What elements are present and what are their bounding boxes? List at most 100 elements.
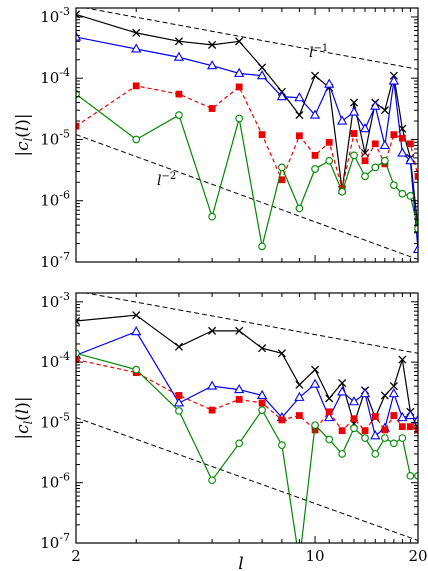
data-point-1-circle-20 bbox=[414, 224, 418, 233]
data-point-2-square-19 bbox=[406, 423, 414, 431]
data-point-1-x-10 bbox=[310, 71, 320, 80]
data-point-1-square-13 bbox=[350, 130, 358, 137]
plot-area-1 bbox=[76, 8, 418, 260]
data-point-1-circle-13 bbox=[350, 151, 358, 160]
data-point-2-circle-4 bbox=[175, 407, 183, 415]
data-point-2-triangle-20 bbox=[412, 414, 418, 424]
data-point-2-triangle-7 bbox=[256, 389, 268, 399]
data-point-1-circle-17 bbox=[390, 181, 398, 189]
data-point-1-circle-16 bbox=[381, 156, 389, 165]
data-point-1-square-4 bbox=[175, 90, 183, 98]
y-tick-label-2: 10-4 bbox=[40, 350, 70, 371]
data-point-2-square-15 bbox=[371, 413, 379, 420]
data-point-1-triangle-8 bbox=[276, 91, 288, 101]
data-point-2-x-16 bbox=[380, 391, 389, 400]
data-point-2-circle-14 bbox=[361, 434, 369, 442]
data-point-1-triangle-20 bbox=[412, 243, 418, 254]
data-point-1-circle-11 bbox=[325, 156, 334, 165]
data-point-1-circle-5 bbox=[208, 212, 216, 221]
data-point-1-triangle-11 bbox=[324, 78, 335, 88]
data-point-1-circle-7 bbox=[258, 242, 266, 251]
data-point-2-triangle-17 bbox=[388, 388, 399, 398]
data-point-1-square-19 bbox=[406, 140, 414, 148]
y-tick-label-2: 10-7 bbox=[40, 531, 70, 552]
data-point-1-circle-8 bbox=[278, 163, 286, 172]
x-tick-label-2: 2 bbox=[71, 547, 81, 565]
series-line-2-triangle bbox=[76, 330, 418, 437]
data-point-1-square-2 bbox=[76, 122, 80, 130]
data-point-2-circle-15 bbox=[371, 450, 380, 458]
data-point-1-x-3 bbox=[132, 28, 141, 37]
data-point-2-triangle-6 bbox=[234, 383, 245, 394]
data-point-2-square-2 bbox=[76, 356, 80, 364]
data-point-1-square-9 bbox=[295, 132, 303, 140]
data-point-1-triangle-7 bbox=[256, 70, 268, 80]
data-point-2-square-6 bbox=[235, 396, 243, 403]
data-point-2-circle-7 bbox=[258, 406, 266, 414]
data-point-2-x-3 bbox=[132, 311, 141, 320]
y-tick-label-1: 10-7 bbox=[40, 250, 70, 271]
data-point-1-circle-12 bbox=[338, 187, 346, 196]
data-point-2-x-5 bbox=[208, 326, 217, 335]
data-point-1-square-14 bbox=[361, 157, 369, 165]
data-point-1-triangle-2 bbox=[76, 31, 82, 41]
data-point-1-triangle-13 bbox=[348, 106, 360, 116]
x-tick-label-10: 10 bbox=[306, 547, 325, 565]
data-point-2-x-18 bbox=[398, 355, 407, 364]
data-point-2-circle-9 bbox=[296, 558, 303, 565]
data-point-1-triangle-14 bbox=[359, 123, 371, 133]
series-line-1-x bbox=[76, 13, 418, 229]
data-point-2-triangle-4 bbox=[173, 397, 185, 407]
data-point-2-square-18 bbox=[398, 423, 406, 431]
plot-frame-2 bbox=[75, 292, 419, 544]
y-tick-label-1: 10-5 bbox=[40, 127, 70, 148]
data-point-1-triangle-19 bbox=[405, 155, 416, 165]
data-point-2-square-8 bbox=[278, 416, 286, 424]
annotation-1-1: l−1 bbox=[309, 43, 328, 61]
data-point-2-circle-3 bbox=[132, 365, 141, 374]
data-point-1-circle-6 bbox=[235, 114, 244, 123]
data-point-2-x-4 bbox=[174, 342, 184, 351]
x-axis-title: l bbox=[238, 554, 243, 571]
data-point-2-triangle-14 bbox=[359, 388, 371, 398]
reference-line-1-1 bbox=[83, 8, 418, 70]
data-point-1-x-6 bbox=[235, 37, 244, 46]
data-point-2-triangle-5 bbox=[206, 380, 218, 390]
data-point-1-circle-15 bbox=[371, 163, 380, 172]
data-point-2-x-10 bbox=[310, 365, 320, 374]
data-point-2-square-7 bbox=[258, 399, 266, 407]
data-point-1-square-3 bbox=[132, 82, 140, 90]
data-point-1-circle-14 bbox=[361, 172, 369, 181]
data-point-2-circle-19 bbox=[406, 471, 415, 480]
data-point-2-circle-11 bbox=[325, 435, 334, 444]
data-point-2-square-4 bbox=[175, 392, 183, 399]
data-point-1-square-8 bbox=[278, 176, 286, 184]
data-point-1-triangle-9 bbox=[294, 92, 305, 102]
data-point-1-triangle-6 bbox=[234, 67, 245, 77]
series-line-1-square bbox=[76, 85, 418, 189]
data-point-2-circle-17 bbox=[390, 439, 398, 448]
data-point-2-x-7 bbox=[258, 344, 267, 353]
data-point-2-triangle-10 bbox=[309, 378, 321, 388]
data-point-1-square-20 bbox=[414, 172, 418, 180]
data-point-2-triangle-18 bbox=[397, 412, 408, 422]
data-point-2-circle-5 bbox=[208, 476, 216, 485]
data-point-1-circle-4 bbox=[175, 111, 183, 119]
data-point-1-square-7 bbox=[258, 131, 266, 139]
data-point-1-triangle-15 bbox=[370, 100, 381, 110]
data-point-2-x-6 bbox=[235, 326, 244, 335]
x-tick-label-20: 20 bbox=[408, 547, 427, 565]
data-point-1-square-15 bbox=[371, 140, 379, 148]
data-point-1-square-11 bbox=[325, 138, 333, 146]
data-point-2-circle-16 bbox=[381, 434, 389, 442]
data-point-2-triangle-15 bbox=[370, 430, 381, 440]
data-point-1-triangle-4 bbox=[173, 51, 185, 61]
data-point-1-x-5 bbox=[208, 40, 217, 49]
data-point-2-circle-12 bbox=[338, 450, 346, 458]
data-point-1-circle-3 bbox=[132, 135, 141, 144]
series-line-1-circle bbox=[76, 93, 418, 247]
data-point-2-square-14 bbox=[361, 427, 369, 435]
data-point-1-triangle-12 bbox=[336, 115, 348, 125]
annotation-1-2: l−2 bbox=[157, 171, 176, 189]
